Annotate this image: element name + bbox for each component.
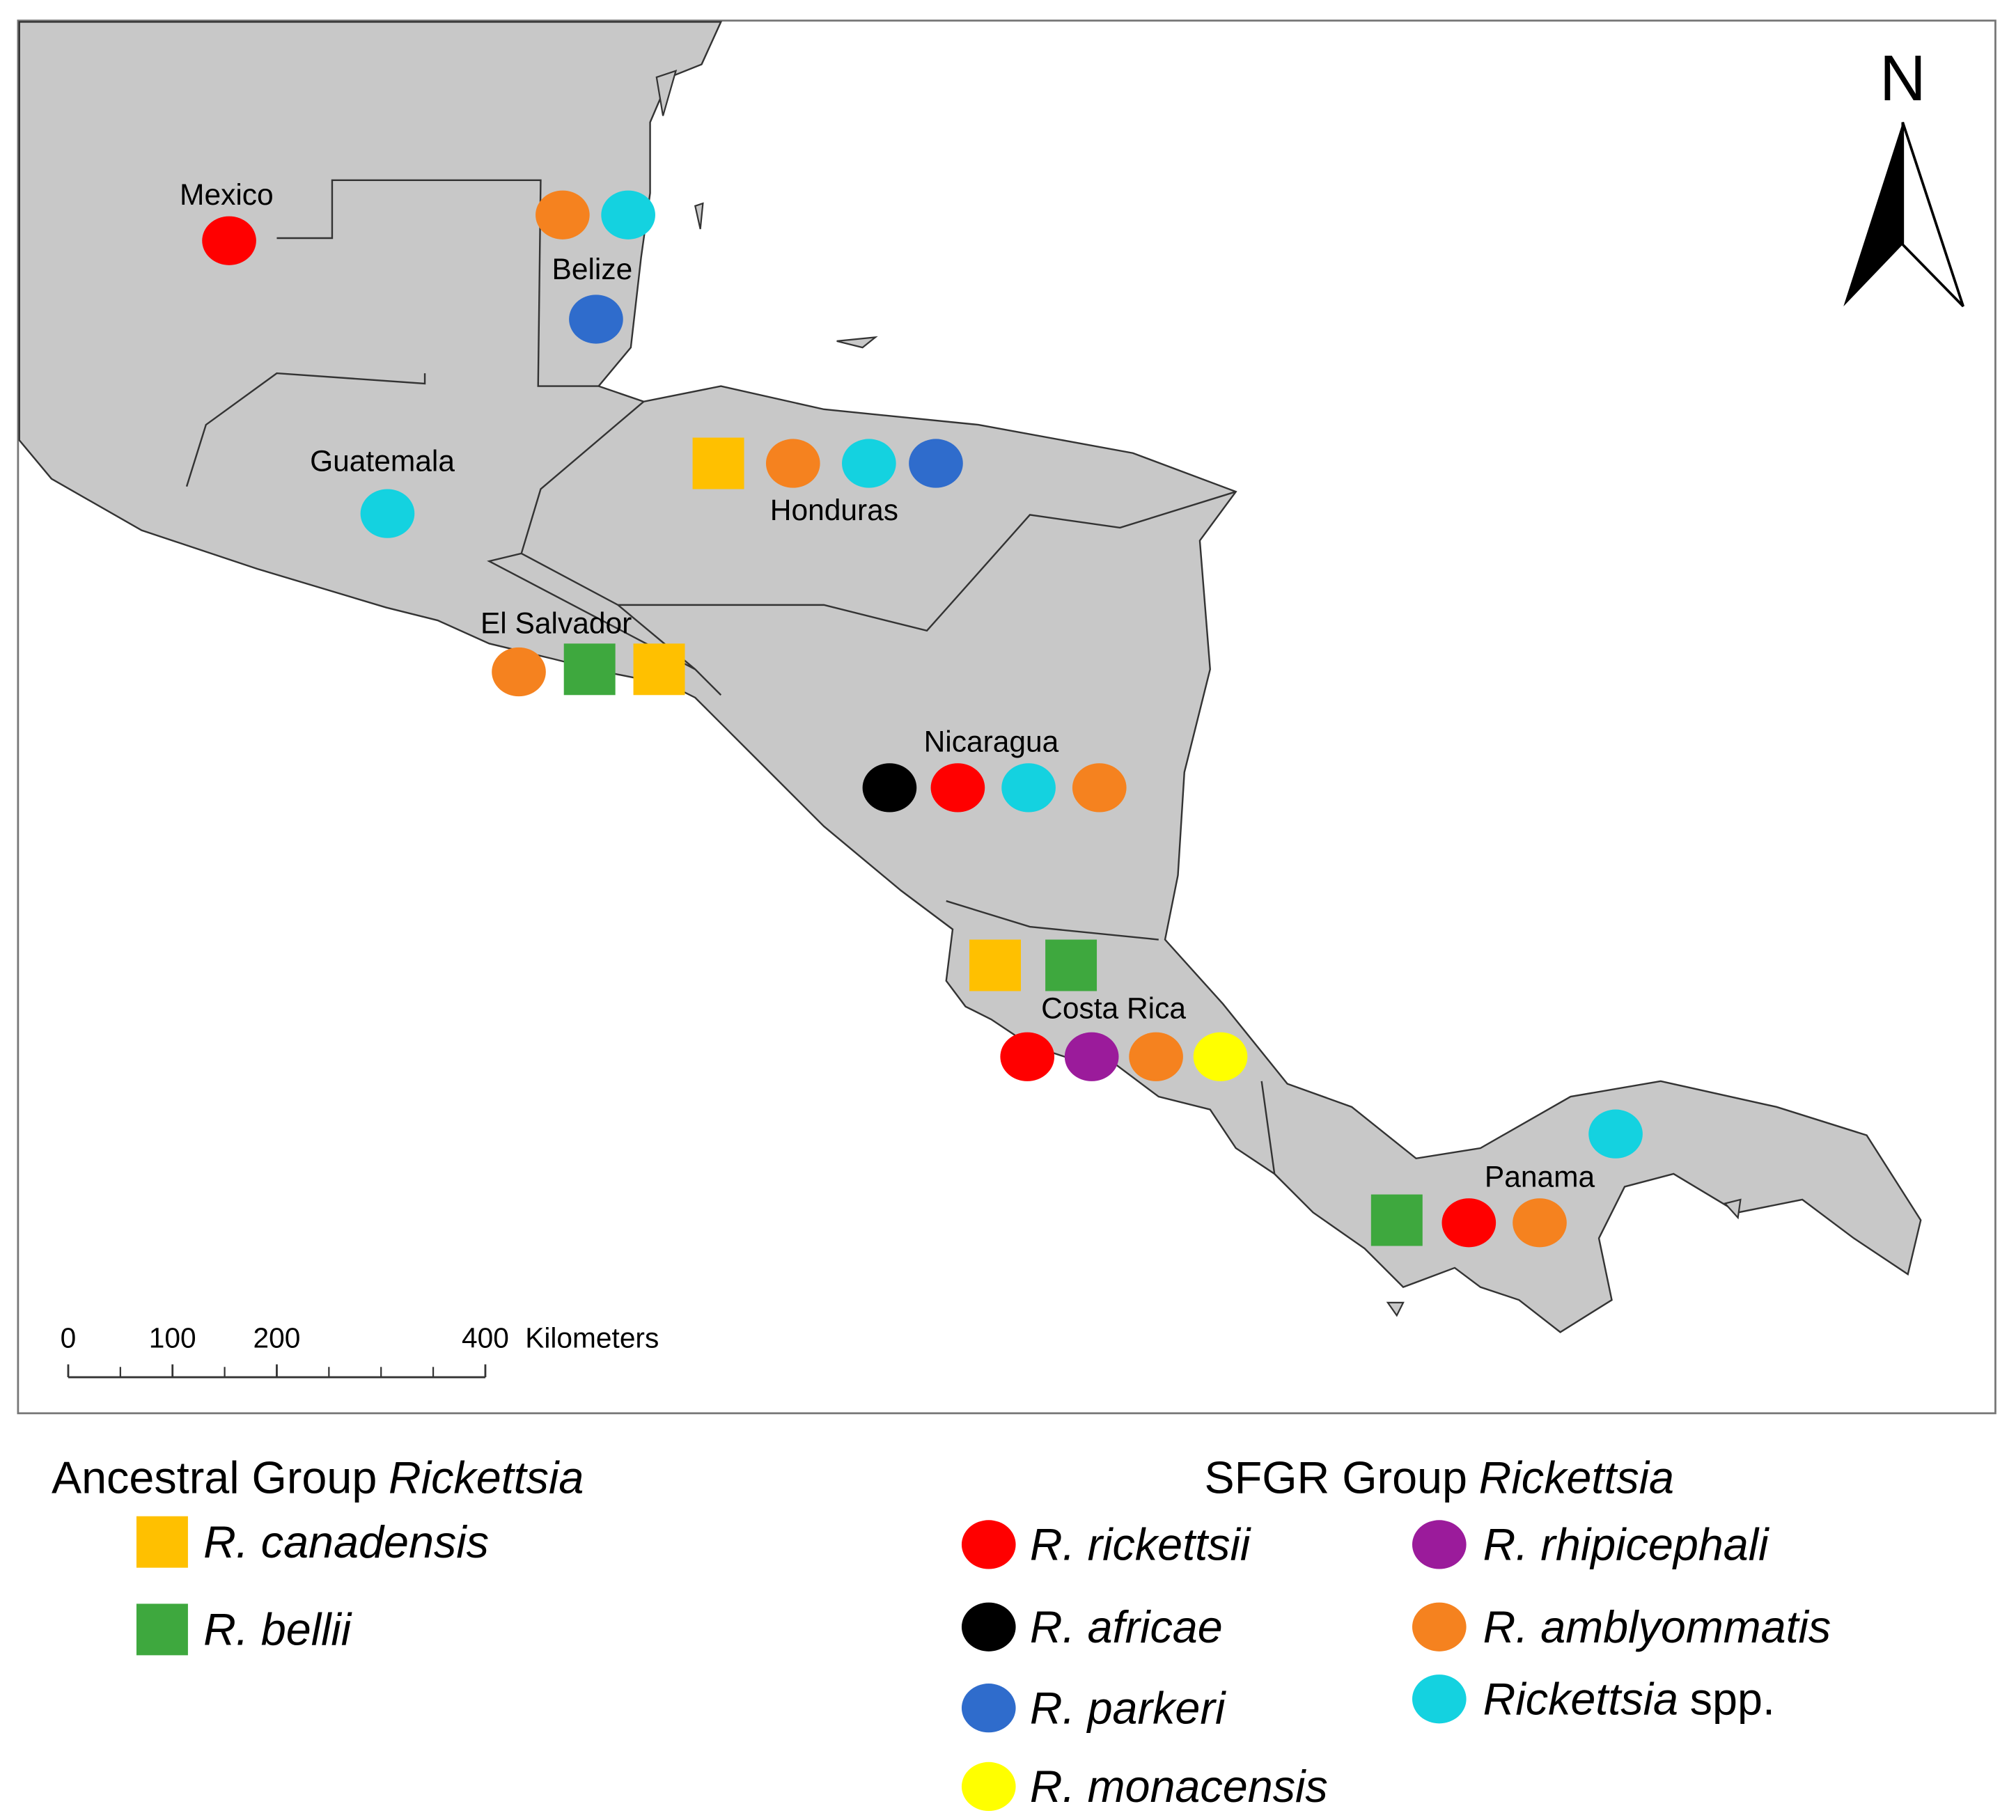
legend-title-text: SFGR Group [1205,1452,1467,1503]
marker-circle [1513,1198,1567,1248]
marker-circle [1001,763,1056,813]
marker-circle [842,439,896,488]
legend-name: R. africae [1030,1601,1223,1652]
marker-square [1370,1194,1423,1246]
scale-tick-label: 100 [149,1322,196,1354]
legend-name: R. amblyommatis [1483,1601,1831,1652]
marker-circle [492,647,546,697]
country-label: Honduras [770,494,898,527]
marker-circle [1588,1109,1643,1159]
country-label: Belize [552,253,633,286]
marker-circle [601,190,655,240]
marker-circle [1412,1674,1467,1724]
legend: Ancestral Group Rickettsia SFGR Group Ricke… [52,1452,1831,1812]
legend-title: Ancestral Group Rickettsia [52,1452,584,1503]
marker-square [136,1516,188,1568]
legend-suffix: spp. [1690,1673,1775,1724]
marker-circle [961,1762,1016,1812]
marker-circle [1441,1198,1497,1248]
legend-label: R. rickettsii [1030,1519,1251,1570]
marker-circle [1000,1032,1055,1081]
country-label: Nicaragua [924,726,1059,759]
legend-label: Rickettsia spp. [1483,1673,1775,1724]
marker-circle [961,1602,1016,1652]
country-label: El Salvador [480,608,632,641]
marker-circle [1412,1602,1467,1652]
marker-circle [569,295,623,344]
marker-square [563,643,616,696]
marker-circle [961,1684,1016,1733]
marker-circle [1412,1520,1467,1569]
legend-label: R. amblyommatis [1483,1601,1831,1652]
borders [185,179,1276,1175]
north-arrow-right [1901,122,1964,308]
legend-label: R. canadensis [203,1516,489,1567]
country-label: Panama [1485,1161,1595,1193]
marker-circle [930,763,985,813]
marker-circle [1072,763,1127,813]
scale-tick-label: 200 [253,1322,301,1354]
marker-circle [1064,1032,1119,1081]
marker-circle [536,190,590,240]
marker-circle [765,439,820,488]
legend-title-text: Ancestral Group [52,1452,377,1503]
marker-circle [961,1520,1016,1569]
legend-name: R. canadensis [203,1516,489,1567]
marker-square [136,1603,188,1656]
marker-circle [909,439,963,488]
marker-square [692,437,744,489]
legend-name: R. monacensis [1030,1761,1328,1812]
legend-name: Rickettsia [1483,1673,1678,1724]
country-label: Guatemala [310,446,455,478]
country-label: Costa Rica [1041,992,1186,1025]
legend-name: R. rhipicephali [1483,1519,1770,1570]
marker-circle [202,216,256,265]
islands [655,69,1742,1317]
land [18,21,1922,1333]
north-label: N [1880,42,1926,114]
scale-unit: Kilometers [525,1322,659,1354]
markers: Mexico Belize Guatemala Honduras El Salvador… [180,179,1643,1248]
legend-label: R. monacensis [1030,1761,1328,1812]
scale-tick-label: 400 [462,1322,509,1354]
legend-label: R. bellii [203,1604,352,1655]
legend-label: R. parkeri [1030,1682,1226,1733]
marker-square [969,939,1021,991]
marker-circle [1193,1032,1248,1081]
marker-square [633,643,685,696]
legend-title: SFGR Group Rickettsia [1205,1452,1674,1503]
legend-name: R. bellii [203,1604,352,1655]
scale-tick-label: 0 [61,1322,77,1354]
marker-circle [1129,1032,1183,1081]
marker-circle [360,489,415,538]
legend-name: R. parkeri [1030,1682,1226,1733]
scale-bar: 0 100 200 400 Kilometers [61,1322,659,1379]
marker-circle [862,763,917,813]
legend-title-italic: Rickettsia [389,1452,584,1503]
legend-title-italic: Rickettsia [1479,1452,1674,1503]
legend-name: R. rickettsii [1030,1519,1251,1570]
marker-square [1045,939,1097,991]
legend-label: R. africae [1030,1601,1223,1652]
legend-label: R. rhipicephali [1483,1519,1770,1570]
country-label: Mexico [180,179,274,212]
